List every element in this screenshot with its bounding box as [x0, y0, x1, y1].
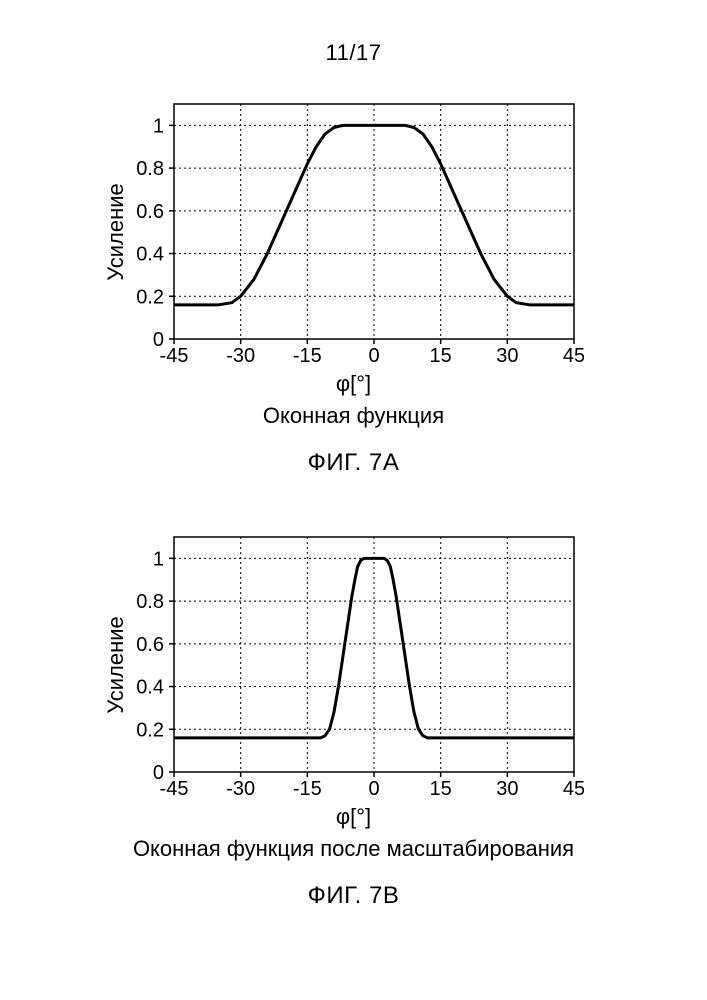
chart-b-ylabel: Усиление — [103, 616, 129, 714]
chart-a-block: Усиление -45-30-15015304500.20.40.60.81 … — [0, 94, 707, 527]
chart-b-fig-label: ФИГ. 7B — [308, 882, 400, 910]
chart-a-caption: Оконная функция — [263, 403, 444, 429]
chart-b-svg: -45-30-15015304500.20.40.60.81 — [124, 527, 584, 802]
svg-text:0.2: 0.2 — [136, 286, 164, 308]
svg-text:1: 1 — [152, 115, 163, 137]
svg-text:0: 0 — [368, 345, 379, 367]
chart-b-wrap: Усиление -45-30-15015304500.20.40.60.81 — [124, 527, 584, 802]
svg-text:0.8: 0.8 — [136, 158, 164, 180]
chart-b-xlabel: φ[°] — [336, 804, 371, 830]
svg-text:45: 45 — [562, 778, 583, 800]
chart-a-svg: -45-30-15015304500.20.40.60.81 — [124, 94, 584, 369]
chart-b-caption: Оконная функция после масштабирования — [133, 836, 574, 862]
svg-text:0.8: 0.8 — [136, 591, 164, 613]
page-number: 11/17 — [0, 40, 707, 66]
chart-a-xlabel: φ[°] — [336, 371, 371, 397]
svg-text:0.6: 0.6 — [136, 634, 164, 656]
svg-text:15: 15 — [429, 345, 451, 367]
chart-a-ylabel: Усиление — [103, 183, 129, 281]
chart-b-block: Усиление -45-30-15015304500.20.40.60.81 … — [0, 527, 707, 960]
svg-text:0.6: 0.6 — [136, 201, 164, 223]
chart-a-fig-label: ФИГ. 7A — [308, 449, 400, 477]
svg-text:-30: -30 — [226, 345, 255, 367]
svg-text:-30: -30 — [226, 778, 255, 800]
svg-text:0: 0 — [152, 762, 163, 784]
svg-text:30: 30 — [496, 345, 518, 367]
svg-text:15: 15 — [429, 778, 451, 800]
svg-text:0.4: 0.4 — [136, 677, 164, 699]
svg-text:0: 0 — [152, 329, 163, 351]
svg-text:45: 45 — [562, 345, 583, 367]
svg-text:0.4: 0.4 — [136, 244, 164, 266]
svg-text:1: 1 — [152, 548, 163, 570]
svg-text:30: 30 — [496, 778, 518, 800]
svg-text:-15: -15 — [292, 778, 321, 800]
svg-text:0.2: 0.2 — [136, 719, 164, 741]
chart-a-wrap: Усиление -45-30-15015304500.20.40.60.81 — [124, 94, 584, 369]
svg-text:-15: -15 — [292, 345, 321, 367]
page: 11/17 Усиление -45-30-15015304500.20.40.… — [0, 0, 707, 1000]
svg-text:0: 0 — [368, 778, 379, 800]
